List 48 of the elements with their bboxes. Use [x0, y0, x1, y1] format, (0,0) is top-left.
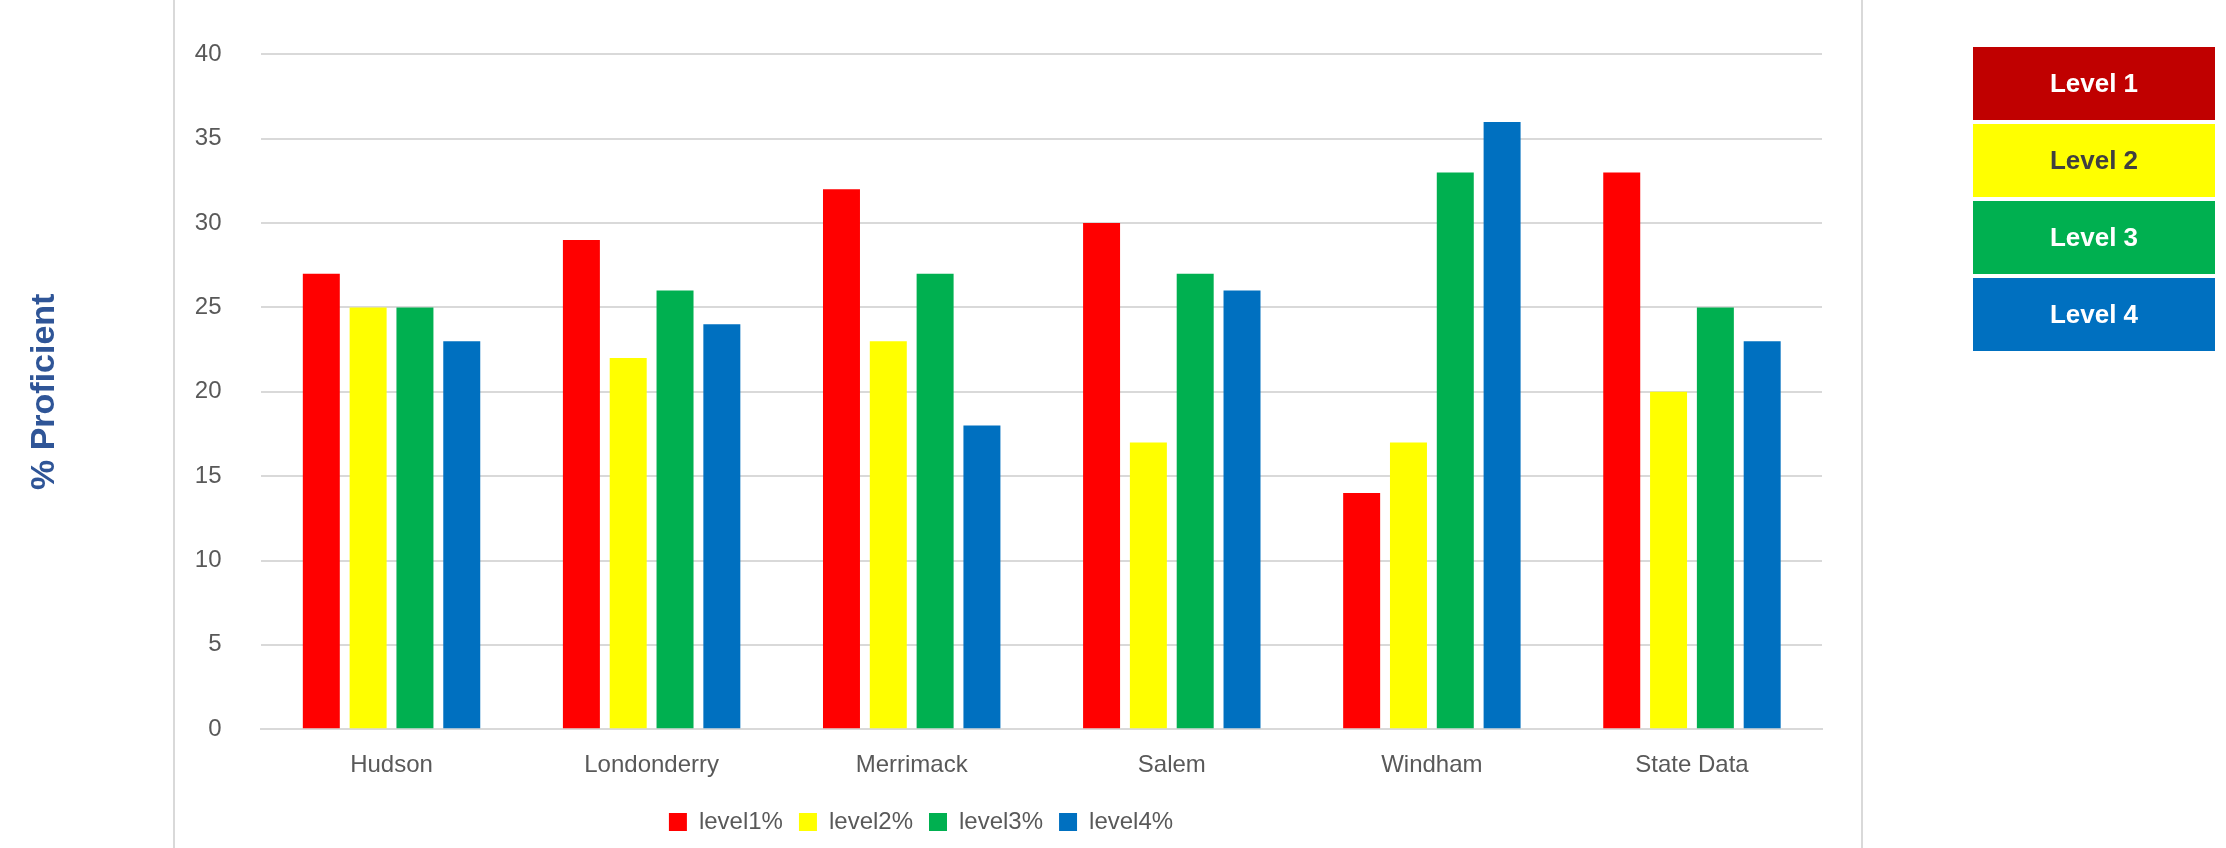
y-tick-label: 5 — [208, 629, 222, 657]
x-tick-label: State Data — [1635, 750, 1750, 778]
legend-label: level4% — [1089, 806, 1174, 834]
x-tick-label: Hudson — [350, 750, 433, 778]
bar — [1743, 341, 1781, 729]
y-tick-label: 0 — [208, 713, 222, 741]
bar — [703, 324, 741, 729]
bar — [869, 341, 907, 729]
y-tick-label: 35 — [194, 123, 222, 151]
x-tick-label: Londonderry — [584, 750, 719, 778]
bar — [1083, 223, 1121, 729]
legend-label: level1% — [698, 806, 783, 834]
legend-label: level2% — [828, 806, 913, 834]
bar — [822, 189, 860, 729]
bar — [1650, 391, 1688, 729]
x-tick-label: Salem — [1137, 750, 1206, 778]
bar — [1483, 121, 1521, 729]
text: Level 3 — [1973, 201, 2215, 274]
text: Level 2 — [1973, 124, 2215, 197]
bar — [1389, 442, 1427, 729]
bar — [302, 273, 340, 729]
bar — [963, 425, 1001, 729]
bar — [609, 358, 647, 729]
bar — [396, 307, 434, 729]
bar — [1129, 442, 1167, 729]
bar — [1343, 493, 1381, 729]
bar — [443, 341, 481, 729]
bar — [1176, 273, 1214, 729]
y-tick-label: 10 — [194, 545, 222, 573]
y-tick-label: 25 — [194, 292, 222, 320]
text: Level 1 — [1973, 47, 2215, 120]
bar — [562, 239, 600, 729]
bar — [916, 273, 954, 729]
bar — [349, 307, 387, 729]
y-tick-label: 15 — [194, 460, 222, 488]
x-tick-label: Windham — [1381, 750, 1483, 778]
legend-label: level3% — [959, 806, 1044, 834]
bar — [656, 290, 694, 729]
y-tick-label: 20 — [194, 376, 222, 404]
bar — [1436, 172, 1474, 729]
y-tick-label: 40 — [194, 39, 222, 67]
bar — [1223, 290, 1261, 729]
y-tick-label: 30 — [194, 207, 222, 235]
y-axis-title: % Proficient — [22, 293, 61, 491]
bar — [1603, 172, 1641, 729]
text: Level 4 — [1973, 278, 2215, 351]
x-tick-label: Merrimack — [855, 750, 969, 778]
bar — [1696, 307, 1734, 729]
